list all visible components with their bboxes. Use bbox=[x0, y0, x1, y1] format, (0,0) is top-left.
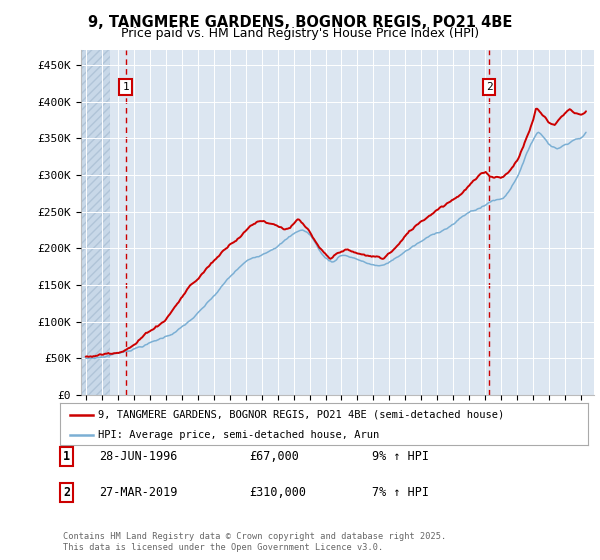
Text: HPI: Average price, semi-detached house, Arun: HPI: Average price, semi-detached house,… bbox=[98, 430, 379, 440]
Text: 2: 2 bbox=[63, 486, 70, 500]
Bar bbox=[81, 50, 110, 395]
Text: 2: 2 bbox=[485, 82, 493, 92]
Text: 1: 1 bbox=[122, 82, 129, 92]
Text: £310,000: £310,000 bbox=[249, 486, 306, 500]
Text: 28-JUN-1996: 28-JUN-1996 bbox=[99, 450, 178, 463]
Text: 27-MAR-2019: 27-MAR-2019 bbox=[99, 486, 178, 500]
Text: 9, TANGMERE GARDENS, BOGNOR REGIS, PO21 4BE (semi-detached house): 9, TANGMERE GARDENS, BOGNOR REGIS, PO21 … bbox=[98, 410, 504, 420]
Text: £67,000: £67,000 bbox=[249, 450, 299, 463]
Text: Price paid vs. HM Land Registry's House Price Index (HPI): Price paid vs. HM Land Registry's House … bbox=[121, 27, 479, 40]
Text: 7% ↑ HPI: 7% ↑ HPI bbox=[372, 486, 429, 500]
Text: 9% ↑ HPI: 9% ↑ HPI bbox=[372, 450, 429, 463]
Text: Contains HM Land Registry data © Crown copyright and database right 2025.
This d: Contains HM Land Registry data © Crown c… bbox=[63, 532, 446, 552]
Text: 1: 1 bbox=[63, 450, 70, 463]
Text: 9, TANGMERE GARDENS, BOGNOR REGIS, PO21 4BE: 9, TANGMERE GARDENS, BOGNOR REGIS, PO21 … bbox=[88, 15, 512, 30]
